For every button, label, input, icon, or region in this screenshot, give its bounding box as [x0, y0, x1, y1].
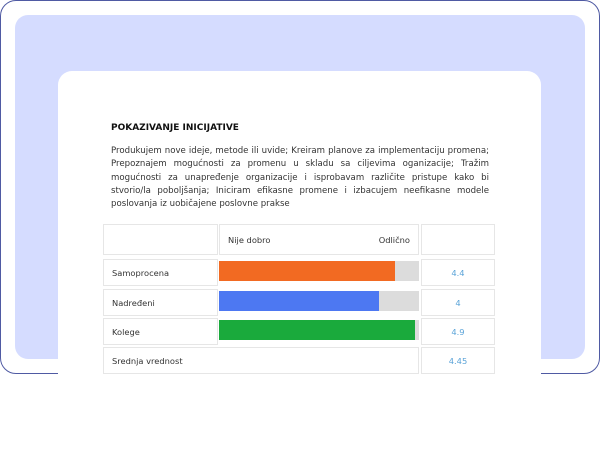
- row-value: 4.4: [421, 259, 495, 286]
- row-value: 4.9: [421, 318, 495, 345]
- row-value: 4: [421, 289, 495, 316]
- score-bar-fill: [219, 291, 379, 311]
- scale-max-label: Odlično: [378, 234, 410, 245]
- average-label: Srednja vrednost: [103, 347, 419, 374]
- header-value-cell: [421, 224, 495, 255]
- header-empty-cell: [103, 224, 218, 255]
- scale-min-label: Nije dobro: [228, 234, 271, 245]
- section-title: POKAZIVANJE INICIJATIVE: [111, 123, 239, 133]
- row-label: Nadređeni: [103, 289, 218, 316]
- score-bar-fill: [219, 261, 395, 281]
- score-bar-track: [219, 261, 419, 281]
- average-value: 4.45: [421, 347, 495, 374]
- score-bar-track: [219, 291, 419, 311]
- row-label: Kolege: [103, 318, 218, 345]
- score-bar-fill: [219, 320, 415, 340]
- score-bar-track: [219, 320, 419, 340]
- row-label: Samoprocena: [103, 259, 218, 286]
- section-description: Produkujem nove ideje, metode ili uvide;…: [111, 146, 489, 210]
- scale-header: Nije dobro Odlično: [219, 224, 419, 255]
